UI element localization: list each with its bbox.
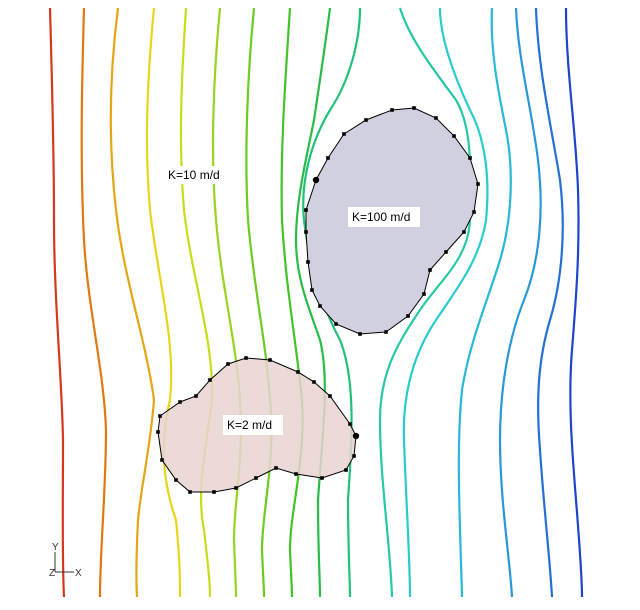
zone-vertex[interactable] — [344, 468, 348, 472]
zone-high-k-vertices — [304, 106, 480, 336]
zone-vertex[interactable] — [476, 182, 480, 186]
contour-line — [534, 7, 564, 598]
zone-vertex[interactable] — [328, 394, 332, 398]
zone-vertex[interactable] — [406, 314, 410, 318]
contour-line — [145, 7, 182, 598]
zone-vertex-handle[interactable] — [312, 176, 320, 184]
contour-line — [378, 7, 472, 598]
zone-vertex[interactable] — [334, 322, 338, 326]
zone-vertex[interactable] — [358, 332, 362, 336]
zone-vertex[interactable] — [384, 330, 388, 334]
zone-vertex-handle[interactable] — [352, 432, 360, 440]
contour-line — [211, 7, 243, 598]
label-high-k: K=100 m/d — [348, 207, 420, 227]
zone-vertex[interactable] — [268, 358, 272, 362]
zone-vertex[interactable] — [342, 132, 346, 136]
zone-vertex[interactable] — [306, 260, 310, 264]
contour-line — [109, 7, 156, 598]
contour-line — [564, 7, 584, 598]
contour-line — [245, 7, 273, 598]
zone-vertex[interactable] — [452, 134, 456, 138]
zone-vertex[interactable] — [160, 458, 164, 462]
zone-vertex[interactable] — [226, 362, 230, 366]
zone-vertex[interactable] — [294, 472, 298, 476]
low-k-label: K=2 m/d — [227, 418, 272, 432]
label-background-zone: K=10 m/d — [166, 166, 228, 184]
zone-vertex[interactable] — [326, 156, 330, 160]
x-axis-label: X — [75, 568, 82, 579]
zone-vertex[interactable] — [312, 380, 316, 384]
contour-line — [280, 7, 304, 598]
high-k-label: K=100 m/d — [352, 210, 410, 224]
zone-vertex[interactable] — [296, 370, 300, 374]
contour-lines — [48, 7, 584, 598]
z-axis-label: Z — [49, 568, 55, 579]
zone-vertex[interactable] — [462, 230, 466, 234]
zone-low-k-vertices — [156, 356, 360, 494]
contour-line — [498, 7, 542, 598]
zone-vertex[interactable] — [208, 378, 212, 382]
contour-line — [457, 7, 512, 598]
contour-line — [179, 7, 214, 598]
zone-vertex[interactable] — [428, 268, 432, 272]
contour-line — [402, 7, 489, 598]
zone-vertex[interactable] — [468, 156, 472, 160]
zone-vertex[interactable] — [194, 394, 198, 398]
zone-vertex[interactable] — [444, 250, 448, 254]
contour-line — [48, 7, 66, 598]
zone-vertex[interactable] — [364, 118, 368, 122]
contour-line — [80, 7, 108, 598]
zone-vertex[interactable] — [304, 208, 308, 212]
zone-vertex[interactable] — [352, 454, 356, 458]
zone-vertex[interactable] — [310, 288, 314, 292]
zone-vertex[interactable] — [422, 292, 426, 296]
label-low-k: K=2 m/d — [223, 415, 283, 435]
zone-vertex[interactable] — [178, 400, 182, 404]
zone-vertex[interactable] — [156, 430, 160, 434]
zone-vertex[interactable] — [390, 108, 394, 112]
zone-vertex[interactable] — [348, 422, 352, 426]
y-axis-label: Y — [52, 542, 59, 553]
zone-vertex[interactable] — [274, 466, 278, 470]
zone-vertex[interactable] — [158, 414, 162, 418]
zone-vertex[interactable] — [472, 210, 476, 214]
zone-vertex[interactable] — [174, 478, 178, 482]
zone-vertex[interactable] — [318, 304, 322, 308]
zone-vertex[interactable] — [254, 476, 258, 480]
zone-vertex[interactable] — [188, 490, 192, 494]
zone-vertex[interactable] — [304, 230, 308, 234]
zone-vertex[interactable] — [320, 476, 324, 480]
axis-triad: Y Z X — [49, 542, 82, 579]
zone-vertex[interactable] — [412, 106, 416, 110]
zone-vertex[interactable] — [434, 116, 438, 120]
zone-vertex[interactable] — [212, 490, 216, 494]
zone-vertex[interactable] — [234, 486, 238, 490]
zone-vertex[interactable] — [244, 356, 248, 360]
contour-line — [294, 7, 332, 598]
background-zone-label: K=10 m/d — [168, 168, 220, 182]
